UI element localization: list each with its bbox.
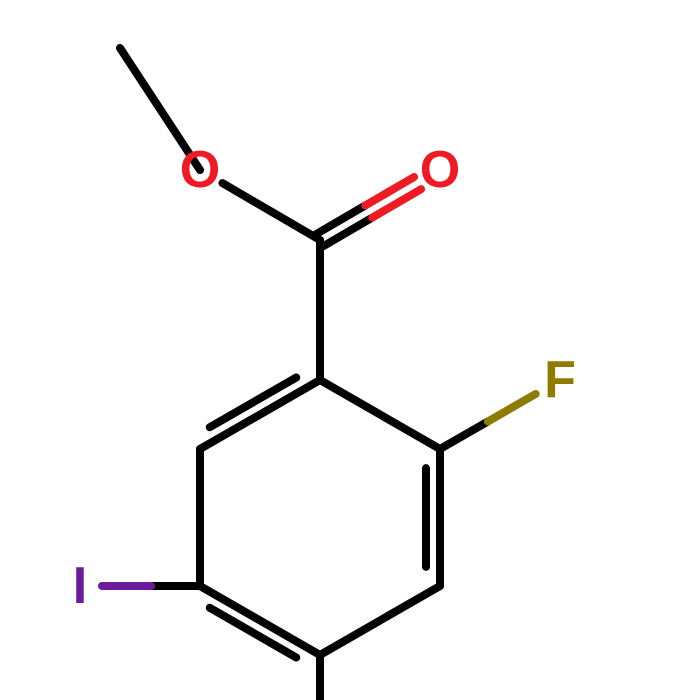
molecule-diagram: O O F I (0, 0, 692, 700)
bond-line (200, 380, 320, 449)
bond-line (222, 183, 320, 240)
bond-line (200, 586, 320, 655)
atom-label-O1: O (180, 141, 220, 199)
bond-line (440, 421, 488, 449)
bond-line (320, 380, 440, 449)
atom-label-F: F (544, 351, 576, 409)
bond-line (488, 394, 536, 422)
bond-line (320, 586, 440, 655)
atom-label-O2: O (420, 141, 460, 199)
atom-label-I: I (73, 557, 87, 615)
